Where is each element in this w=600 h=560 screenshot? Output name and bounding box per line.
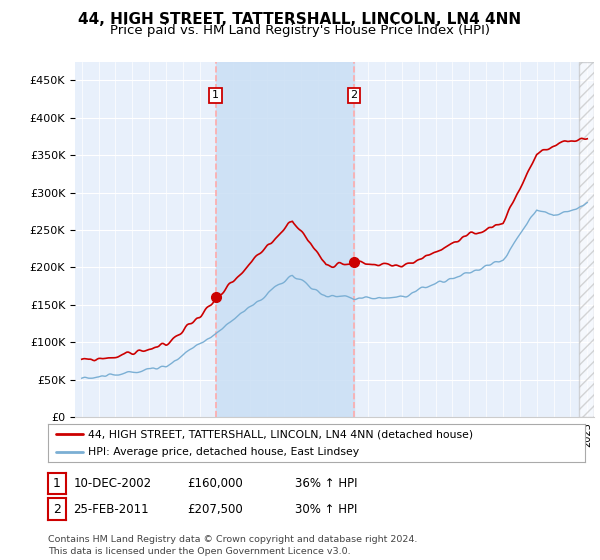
Text: £160,000: £160,000 [187, 477, 243, 490]
Text: This data is licensed under the Open Government Licence v3.0.: This data is licensed under the Open Gov… [48, 547, 350, 556]
Text: 30% ↑ HPI: 30% ↑ HPI [295, 502, 358, 516]
Text: 1: 1 [212, 90, 219, 100]
Text: 1: 1 [53, 477, 61, 490]
Text: 10-DEC-2002: 10-DEC-2002 [73, 477, 151, 490]
Text: 2: 2 [350, 90, 358, 100]
Text: HPI: Average price, detached house, East Lindsey: HPI: Average price, detached house, East… [88, 447, 359, 457]
Text: 44, HIGH STREET, TATTERSHALL, LINCOLN, LN4 4NN: 44, HIGH STREET, TATTERSHALL, LINCOLN, L… [79, 12, 521, 27]
Text: 36% ↑ HPI: 36% ↑ HPI [295, 477, 358, 490]
Text: 2: 2 [53, 502, 61, 516]
Text: 25-FEB-2011: 25-FEB-2011 [73, 502, 149, 516]
Text: £207,500: £207,500 [187, 502, 243, 516]
Text: 44, HIGH STREET, TATTERSHALL, LINCOLN, LN4 4NN (detached house): 44, HIGH STREET, TATTERSHALL, LINCOLN, L… [88, 429, 473, 439]
Bar [216, 62, 354, 417]
Text: Contains HM Land Registry data © Crown copyright and database right 2024.: Contains HM Land Registry data © Crown c… [48, 535, 418, 544]
Text: Price paid vs. HM Land Registry's House Price Index (HPI): Price paid vs. HM Land Registry's House … [110, 24, 490, 36]
Bar [579, 62, 594, 417]
